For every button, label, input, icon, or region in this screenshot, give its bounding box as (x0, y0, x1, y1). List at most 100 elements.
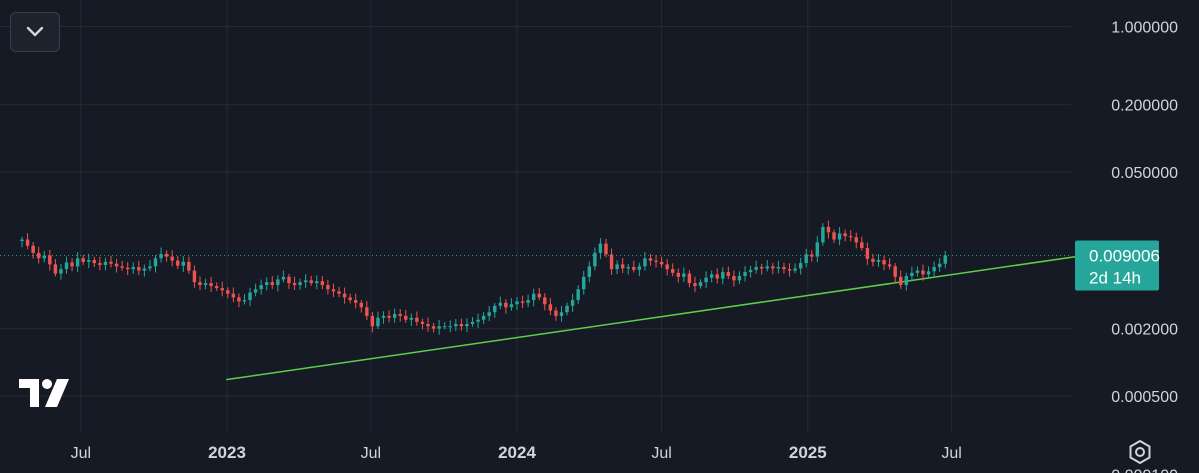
candle-up (704, 271, 708, 289)
candle-body (810, 254, 814, 257)
candle-body (543, 297, 547, 305)
y-tick-label: 0.000100 (1111, 467, 1178, 473)
candle-body (798, 263, 803, 269)
candle-up (559, 305, 564, 322)
candle-down (543, 293, 547, 311)
candle-body (237, 297, 241, 302)
y-tick-label: 0.002000 (1111, 322, 1178, 339)
candle-up (643, 252, 647, 271)
candle-body (748, 269, 753, 273)
candle-body (326, 285, 330, 290)
candle-down (520, 295, 525, 308)
candle-down (120, 260, 124, 271)
candle-down (431, 322, 436, 333)
y-tick-label: 0.200000 (1111, 98, 1178, 115)
x-tick-label: Jul (361, 445, 381, 462)
candle-body (442, 326, 447, 328)
candle-up (465, 318, 469, 333)
candle-up (737, 271, 742, 285)
candle-body (899, 276, 903, 286)
candle-up (587, 261, 592, 283)
candle-body (276, 279, 280, 286)
candle-body (287, 276, 291, 284)
candle-body (765, 266, 769, 269)
candle-body (281, 276, 286, 280)
candle-body (114, 263, 119, 267)
x-tick-label: 2025 (789, 443, 827, 462)
current-price-label: 0.009006 (1089, 246, 1160, 265)
candle-body (737, 276, 742, 281)
candle-body (776, 267, 781, 269)
candle-body (804, 254, 808, 264)
candle-body (476, 319, 480, 322)
candle-up (470, 317, 475, 327)
candle-up (381, 311, 386, 324)
candle-up (148, 260, 152, 272)
candle-body (431, 326, 436, 329)
candle-up (498, 296, 503, 310)
candle-down (899, 270, 903, 289)
candle-body (943, 255, 947, 264)
collapse-button[interactable] (10, 12, 60, 52)
candle-up (709, 270, 714, 283)
candle-down (214, 282, 219, 291)
candle-body (843, 233, 847, 237)
candle-body (292, 283, 297, 286)
candle-body (504, 302, 508, 308)
candle-down (348, 293, 352, 304)
candle-body (837, 233, 842, 240)
candle-body (704, 277, 708, 283)
candle-down (353, 293, 358, 309)
candle-body (470, 321, 475, 324)
candle-down (665, 259, 669, 276)
y-tick-label: 0.000500 (1111, 389, 1178, 406)
candle-down (320, 276, 325, 290)
candle-down (676, 268, 681, 283)
candle-down (359, 299, 363, 313)
candle-down (415, 311, 419, 326)
candle-body (270, 282, 275, 286)
candle-body (176, 260, 180, 266)
candle-body (70, 262, 74, 267)
bar-countdown-label: 2d 14h (1089, 268, 1141, 287)
candle-down (548, 298, 553, 316)
candle-up (637, 262, 642, 276)
candle-up (743, 266, 747, 282)
candle-body (893, 266, 897, 277)
candle-body (493, 305, 497, 313)
x-tick-label: Jul (71, 445, 91, 462)
candle-body (226, 290, 230, 294)
candle-up (409, 313, 414, 326)
candle-down (826, 220, 831, 239)
candle-down (387, 310, 391, 323)
candle-down (25, 233, 30, 250)
candle-up (454, 318, 458, 332)
candle-body (626, 267, 630, 269)
candle-body (509, 304, 514, 308)
trendline[interactable] (226, 251, 1110, 381)
candle-down (187, 256, 191, 275)
candle-body (437, 326, 441, 329)
candle-body (732, 276, 736, 281)
price-axis[interactable]: 7.0000001.0000000.2000000.0500000.002000… (1111, 0, 1178, 473)
candle-body (320, 281, 325, 286)
time-axis[interactable]: Jul 2023 Jul 2024 Jul 2025 Jul (71, 443, 962, 462)
candle-body (554, 310, 558, 316)
candle-body (359, 302, 363, 308)
gear-icon[interactable] (1126, 438, 1154, 466)
candle-down (426, 317, 430, 332)
candle-body (53, 264, 58, 274)
candle-body (337, 291, 341, 294)
candle-body (921, 270, 925, 275)
candle-body (153, 258, 158, 267)
candle-body (715, 274, 719, 279)
candle-down (137, 260, 141, 276)
candle-up (42, 250, 46, 263)
candle-down (365, 300, 369, 321)
candle-up (476, 313, 480, 328)
candle-body (882, 260, 886, 265)
candle-body (92, 260, 97, 264)
candle-down (715, 268, 719, 284)
candle-up (576, 285, 580, 304)
